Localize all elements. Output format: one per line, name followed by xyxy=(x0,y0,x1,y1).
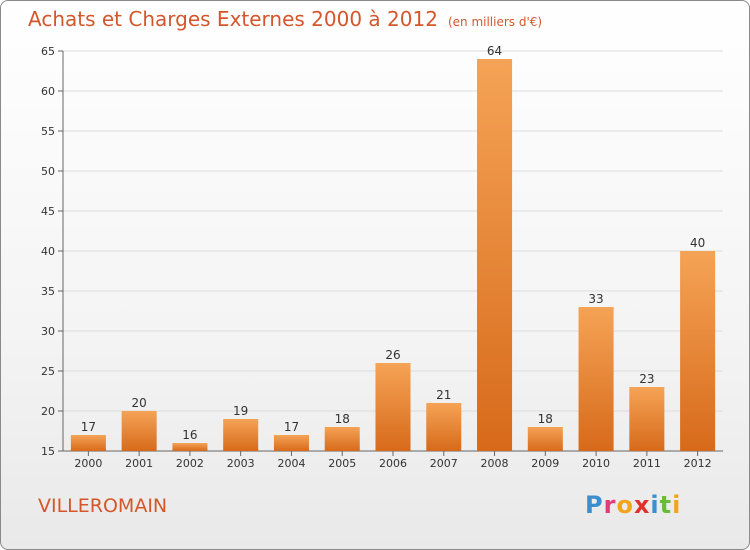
bar xyxy=(426,403,462,451)
y-tick-label: 45 xyxy=(41,205,55,218)
y-tick-label: 30 xyxy=(41,325,55,338)
y-tick-label: 25 xyxy=(41,365,55,378)
x-tick-label: 2002 xyxy=(176,457,204,470)
bar xyxy=(324,427,360,451)
x-tick-label: 2008 xyxy=(481,457,509,470)
bars xyxy=(70,59,716,451)
x-tick-label: 2006 xyxy=(379,457,407,470)
value-label: 20 xyxy=(132,396,147,410)
x-tick-label: 2005 xyxy=(328,457,356,470)
proxiti-logo[interactable]: Proxiti xyxy=(585,491,681,519)
labels: 15 20 25 30 35 40 45 50 55 60 65 2000 17 2001 20 2002 16… xyxy=(41,44,712,470)
x-tick-label: 2004 xyxy=(277,457,305,470)
x-tick-label: 2010 xyxy=(582,457,610,470)
bar xyxy=(121,411,157,451)
logo-letter: P xyxy=(585,491,604,519)
bar xyxy=(477,59,513,451)
x-tick-label: 2000 xyxy=(74,457,102,470)
location-name: VILLEROMAIN xyxy=(38,495,168,517)
value-label: 21 xyxy=(436,388,451,402)
bar xyxy=(70,435,106,451)
y-tick-label: 60 xyxy=(41,85,55,98)
value-label: 26 xyxy=(385,348,400,362)
x-tick-label: 2009 xyxy=(531,457,559,470)
y-tick-label: 35 xyxy=(41,285,55,298)
logo-letter: r xyxy=(603,491,617,519)
bar xyxy=(527,427,563,451)
chart-title: Achats et Charges Externes 2000 à 2012 (e… xyxy=(28,7,542,31)
logo-letter: o xyxy=(616,491,634,519)
logo-letter: t xyxy=(659,491,673,519)
value-label: 40 xyxy=(690,236,705,250)
y-tick-label: 15 xyxy=(41,445,55,458)
value-label: 23 xyxy=(639,372,654,386)
value-label: 17 xyxy=(81,420,96,434)
bar xyxy=(273,435,309,451)
bar xyxy=(223,419,259,451)
x-tick-label: 2003 xyxy=(227,457,255,470)
y-tick-label: 65 xyxy=(41,45,55,58)
x-tick-label: 2012 xyxy=(684,457,712,470)
x-tick-label: 2011 xyxy=(633,457,661,470)
value-label: 33 xyxy=(588,292,603,306)
value-label: 16 xyxy=(182,428,197,442)
bar xyxy=(629,387,665,451)
bar xyxy=(172,443,208,451)
logo-letter: i xyxy=(650,491,660,519)
value-label: 18 xyxy=(538,412,553,426)
y-tick-label: 40 xyxy=(41,245,55,258)
bar xyxy=(578,307,614,451)
y-tick-label: 50 xyxy=(41,165,55,178)
value-label: 19 xyxy=(233,404,248,418)
value-label: 18 xyxy=(335,412,350,426)
logo-letter: i xyxy=(672,491,682,519)
value-label: 17 xyxy=(284,420,299,434)
y-tick-label: 55 xyxy=(41,125,55,138)
title-text: Achats et Charges Externes 2000 à 2012 xyxy=(28,7,438,31)
title-unit: (en milliers d'€) xyxy=(447,15,543,29)
y-tick-label: 20 xyxy=(41,405,55,418)
value-label: 64 xyxy=(487,44,502,58)
x-tick-label: 2007 xyxy=(430,457,458,470)
bar xyxy=(375,363,411,451)
logo-letter: x xyxy=(633,491,651,519)
x-tick-label: 2001 xyxy=(125,457,153,470)
bar xyxy=(680,251,716,451)
